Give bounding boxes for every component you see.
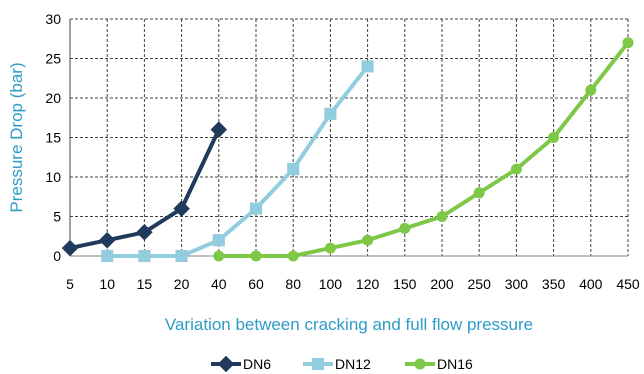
x-tick-label: 250	[468, 276, 492, 292]
legend-marker	[311, 357, 325, 371]
data-point	[136, 224, 153, 241]
legend-label: DN6	[243, 356, 271, 372]
y-tick-label: 20	[45, 90, 61, 106]
data-point	[622, 37, 634, 49]
x-tick-label: 450	[616, 276, 640, 292]
data-point	[173, 200, 190, 217]
legend-item-dn6: DN6	[211, 355, 271, 373]
x-tick-label: 10	[99, 276, 115, 292]
series-dn12	[101, 60, 374, 263]
data-point	[585, 84, 597, 96]
x-tick-label: 120	[356, 276, 380, 292]
data-point	[101, 249, 114, 263]
data-point	[436, 211, 448, 222]
legend-label: DN12	[335, 356, 371, 372]
x-tick-label: 20	[174, 276, 190, 292]
legend-label: DN16	[437, 356, 473, 372]
y-tick-label: 30	[45, 11, 61, 27]
data-point	[213, 250, 225, 262]
x-tick-label: 15	[137, 276, 153, 292]
data-point	[98, 231, 116, 249]
series-line	[107, 65, 370, 258]
data-point	[362, 234, 374, 246]
x-tick-label: 80	[285, 276, 301, 292]
grid	[70, 18, 629, 256]
legend-marker	[414, 358, 426, 370]
data-point	[250, 250, 262, 262]
axes	[69, 19, 628, 257]
data-point	[212, 234, 225, 247]
data-point	[287, 250, 299, 262]
x-axis-title: Variation between cracking and full flow…	[165, 315, 533, 334]
data-point	[138, 249, 151, 263]
legend: DN6 DN12 DN16	[211, 355, 473, 373]
y-tick-label: 0	[53, 248, 61, 264]
y-axis-title: Pressure Drop (bar)	[7, 62, 26, 212]
series-line	[218, 41, 630, 258]
data-point	[399, 222, 411, 234]
series-dn16	[213, 37, 634, 262]
x-tick-label: 5	[66, 276, 74, 292]
x-tick-label: 150	[393, 276, 417, 292]
data-point	[361, 60, 374, 73]
legend-marker	[217, 355, 235, 373]
y-tick-label: 5	[53, 209, 61, 225]
y-tick-label: 25	[45, 51, 61, 67]
data-point	[61, 239, 79, 257]
series-dn6	[61, 121, 228, 257]
x-tick-label: 300	[505, 276, 529, 292]
legend-item-dn12: DN12	[303, 356, 371, 372]
x-tick-label: 350	[542, 276, 566, 292]
x-tick-label: 100	[319, 276, 343, 292]
data-point	[324, 107, 337, 120]
x-tick-label: 60	[248, 276, 264, 292]
data-point	[510, 163, 522, 175]
x-tick-label: 400	[579, 276, 603, 292]
data-point	[210, 121, 228, 138]
y-tick-label: 10	[45, 169, 61, 185]
data-point	[473, 187, 485, 199]
x-tick-label: 200	[430, 276, 454, 292]
data-point	[324, 242, 336, 254]
data-point	[548, 132, 560, 143]
x-tick-label: 40	[211, 276, 227, 292]
data-point	[287, 163, 300, 176]
data-point	[175, 249, 188, 263]
y-tick-label: 15	[45, 130, 61, 146]
data-point	[249, 202, 263, 215]
series-lines	[61, 37, 634, 263]
legend-item-dn16: DN16	[405, 356, 473, 372]
